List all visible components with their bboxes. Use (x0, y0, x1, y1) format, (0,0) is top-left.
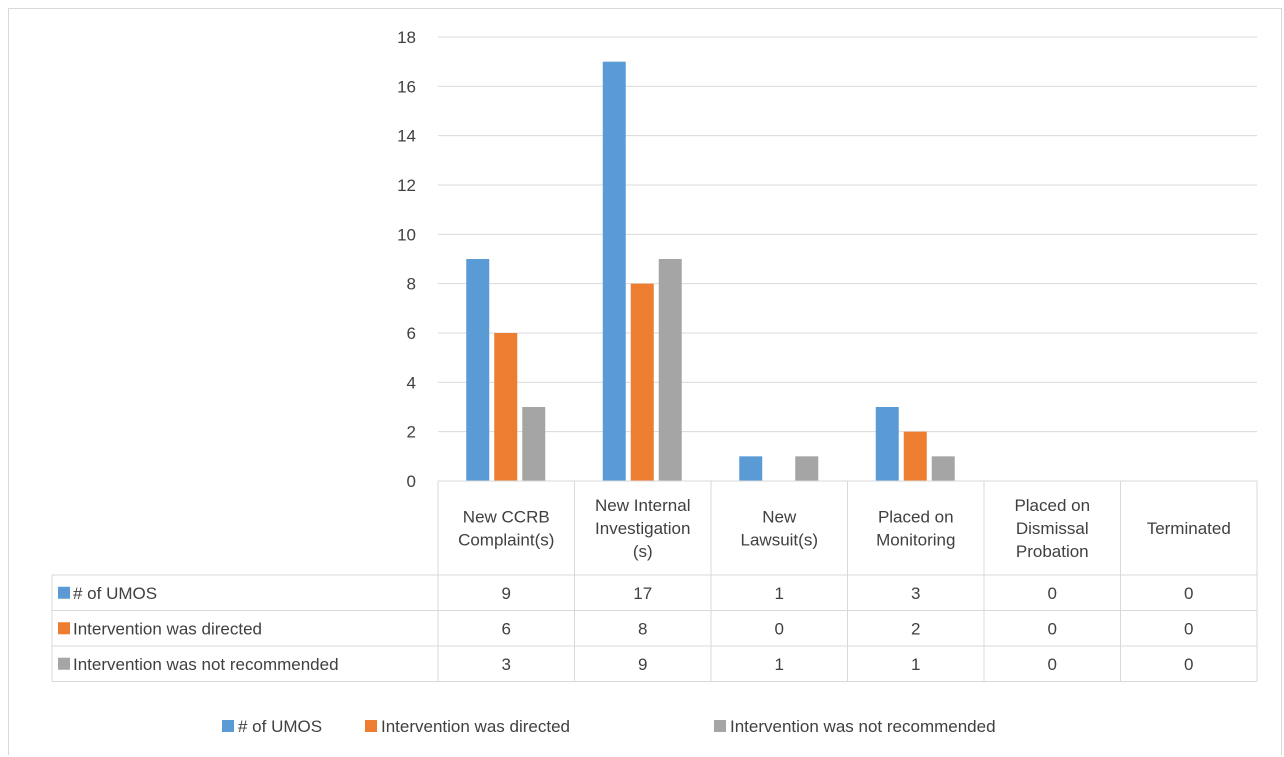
table-cell-value: 8 (638, 619, 647, 638)
legend-label: Intervention was directed (381, 717, 570, 736)
legend: # of UMOS Intervention was directed Interv… (222, 717, 996, 736)
bar (931, 456, 955, 481)
y-tick-label: 8 (407, 275, 416, 294)
table-cell-value: 0 (775, 619, 784, 638)
table-cell-value: 0 (1184, 584, 1193, 603)
category-label: New (762, 508, 797, 527)
legend-key (365, 720, 377, 732)
row-series-name: Intervention was not recommended (73, 655, 339, 674)
bars (466, 61, 955, 482)
category-label: New CCRB (463, 508, 550, 527)
category-label: New Internal (595, 496, 690, 515)
table-cell-value: 0 (1048, 584, 1057, 603)
legend-label: Intervention was not recommended (730, 717, 996, 736)
table-cell-value: 9 (638, 655, 647, 674)
table-cell-value: 3 (911, 584, 920, 603)
category-label: Investigation (595, 519, 690, 538)
bar (522, 407, 546, 481)
table-cell-value: 0 (1048, 655, 1057, 674)
category-label: Placed on (878, 508, 954, 527)
category-label: Complaint(s) (458, 531, 554, 550)
legend-key (222, 720, 234, 732)
table-cell-value: 3 (502, 655, 511, 674)
row-legend-key (58, 622, 70, 635)
legend-key (714, 720, 726, 732)
row-series-name: # of UMOS (73, 584, 157, 603)
row-legend-key (58, 657, 70, 670)
table-cell-value: 0 (1184, 619, 1193, 638)
y-tick-label: 0 (407, 472, 416, 491)
y-tick-label: 18 (397, 28, 416, 47)
y-tick-label: 6 (407, 324, 416, 343)
bar (494, 333, 518, 481)
y-tick-label: 10 (397, 225, 416, 244)
bar (630, 283, 654, 481)
bar (903, 431, 927, 481)
data-table: New CCRB Complaint(s) New Internal Investig… (51, 480, 1258, 682)
y-tick-label: 2 (407, 423, 416, 442)
category-label: Lawsuit(s) (741, 531, 818, 550)
table-cell-value: 1 (911, 655, 920, 674)
category-label: Dismissal (1016, 519, 1089, 538)
table-cell-value: 2 (911, 619, 920, 638)
bar (602, 61, 626, 482)
table-cell-value: 6 (502, 619, 511, 638)
y-tick-label: 4 (407, 373, 416, 392)
row-legend-key (58, 586, 70, 599)
bar (875, 407, 899, 481)
bar (795, 456, 819, 481)
y-tick-label: 16 (397, 77, 416, 96)
bar (466, 259, 490, 481)
table-cell-value: 1 (775, 655, 784, 674)
table-cell-value: 0 (1048, 619, 1057, 638)
legend-label: # of UMOS (238, 717, 322, 736)
category-label: Placed on (1014, 496, 1090, 515)
bar (658, 259, 682, 481)
y-tick-label: 12 (397, 176, 416, 195)
chart-frame (8, 8, 1282, 755)
bar (739, 456, 763, 481)
table-cell-value: 0 (1184, 655, 1193, 674)
gridlines (438, 36, 1257, 433)
category-label: (s) (633, 542, 653, 561)
y-tick-label: 14 (397, 127, 416, 146)
row-series-name: Intervention was directed (73, 619, 262, 638)
table-cell-value: 1 (775, 584, 784, 603)
y-axis-ticks: 0 2 4 6 8 10 12 14 16 18 (397, 28, 416, 491)
category-label: Probation (1016, 542, 1089, 561)
table-cell-value: 17 (633, 584, 652, 603)
table-cell-value: 9 (502, 584, 511, 603)
category-label: Terminated (1147, 519, 1231, 538)
category-label: Monitoring (876, 531, 955, 550)
